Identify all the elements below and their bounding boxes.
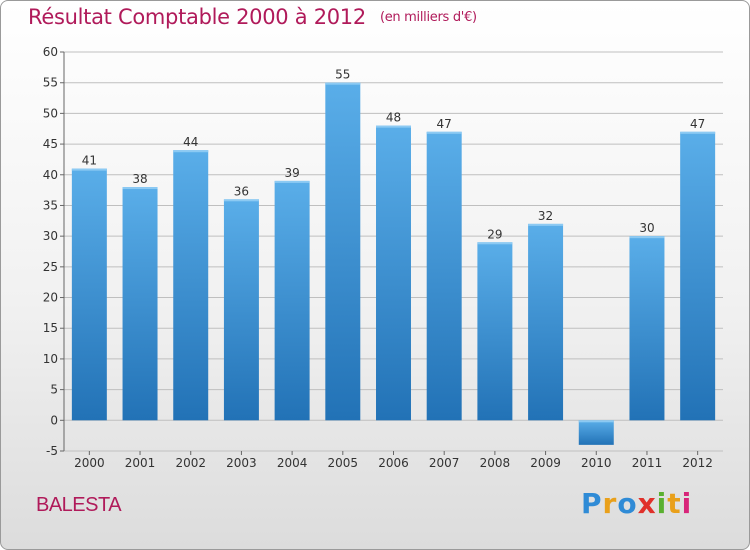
data-label: 47 — [690, 117, 705, 131]
bar-highlight — [223, 199, 259, 202]
logo-letter: P — [581, 487, 603, 520]
logo-letter: o — [617, 487, 638, 520]
x-tick-label: 2011 — [632, 456, 663, 470]
data-label: 36 — [234, 184, 249, 198]
commune-name: BALESTA — [36, 494, 122, 516]
bar-2012 — [680, 131, 716, 421]
bar-highlight — [325, 82, 361, 85]
y-tick-label: 45 — [43, 137, 58, 151]
data-label: 29 — [487, 227, 502, 241]
y-tick-label: 15 — [43, 321, 58, 335]
bar-2000 — [71, 168, 107, 421]
x-tick-label: 2000 — [74, 456, 105, 470]
chart-unit: (en milliers d'€) — [379, 10, 477, 25]
bar-2008 — [477, 242, 513, 421]
x-tick-label: 2007 — [429, 456, 460, 470]
data-label: 38 — [132, 172, 147, 186]
x-tick-label: 2009 — [530, 456, 561, 470]
y-tick-label: 30 — [43, 229, 58, 243]
bar-highlight — [71, 168, 107, 171]
bar-2007 — [426, 131, 462, 421]
chart-title: Résultat Comptable 2000 à 2012 (en millie… — [28, 5, 477, 29]
bar-highlight — [629, 236, 665, 239]
bar-highlight — [528, 223, 564, 226]
bar-highlight — [477, 242, 513, 245]
y-tick-label: -5 — [46, 444, 58, 458]
bar-highlight — [173, 150, 209, 153]
logo-letter: t — [667, 487, 682, 520]
bar-highlight — [122, 187, 158, 190]
data-label: 30 — [639, 221, 654, 235]
y-tick-label: 0 — [50, 413, 58, 427]
bar-highlight — [376, 125, 411, 128]
data-label: 44 — [183, 135, 198, 149]
bar-2002 — [173, 150, 209, 421]
data-label: 48 — [386, 111, 401, 125]
bar-2004 — [274, 180, 310, 421]
axes — [60, 51, 699, 455]
logo-letter: i — [681, 487, 693, 520]
proxiti-logo: Proxiti — [581, 487, 692, 520]
x-tick-label: 2004 — [277, 456, 308, 470]
x-tick-label: 2001 — [125, 456, 156, 470]
logo-letter: r — [602, 487, 618, 520]
bar-highlight — [578, 420, 614, 423]
y-tick-label: 55 — [43, 76, 58, 90]
bar-2006 — [376, 125, 411, 421]
x-tick-label: 2008 — [480, 456, 511, 470]
y-tick-label: 10 — [43, 352, 58, 366]
data-label: 55 — [335, 68, 350, 82]
bar-2001 — [122, 187, 158, 421]
y-tick-label: 25 — [43, 260, 58, 274]
x-tick-label: 2002 — [175, 456, 206, 470]
bar-2010 — [578, 420, 614, 445]
data-label: 41 — [82, 154, 97, 168]
logo-letter: i — [656, 487, 668, 520]
bar-highlight — [274, 180, 310, 183]
logo-letter: x — [637, 487, 657, 520]
y-tick-label: 60 — [43, 45, 58, 59]
bars — [71, 82, 716, 445]
y-tick-label: 20 — [43, 291, 58, 305]
data-label: 39 — [284, 166, 299, 180]
y-tick-label: 50 — [43, 106, 58, 120]
bar-highlight — [680, 131, 716, 134]
bar-2009 — [528, 223, 564, 421]
y-tick-label: 40 — [43, 168, 58, 182]
x-tick-label: 2003 — [226, 456, 257, 470]
bar-2011 — [629, 236, 665, 421]
x-tick-label: 2006 — [378, 456, 409, 470]
chart-title-text: Résultat Comptable 2000 à 2012 — [28, 5, 366, 29]
data-label: 32 — [538, 209, 553, 223]
bar-2005 — [325, 82, 361, 421]
bar-2003 — [223, 199, 259, 421]
x-tick-label: 2010 — [581, 456, 612, 470]
y-tick-label: 35 — [43, 198, 58, 212]
x-tick-label: 2012 — [682, 456, 713, 470]
x-tick-label: 2005 — [328, 456, 359, 470]
labels: -5 0 5 10 15 20 25 30 35 40 45 50 55 60 2000 41 2001 38 20… — [43, 45, 713, 470]
y-tick-label: 5 — [50, 383, 58, 397]
bar-highlight — [426, 131, 462, 134]
data-label: 47 — [437, 117, 452, 131]
